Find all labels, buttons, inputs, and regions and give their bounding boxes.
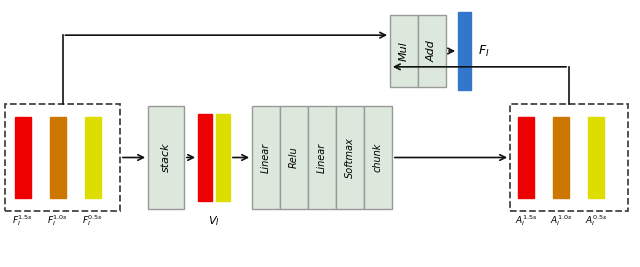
Bar xyxy=(588,117,604,198)
Text: $F_I^{0.5s}$: $F_I^{0.5s}$ xyxy=(83,214,104,229)
Bar xyxy=(364,106,392,209)
Bar xyxy=(15,117,31,198)
Bar xyxy=(418,15,446,87)
Bar xyxy=(510,104,628,211)
Text: $A_I^{0.5s}$: $A_I^{0.5s}$ xyxy=(585,214,607,229)
Bar xyxy=(308,106,336,209)
Bar xyxy=(553,117,569,198)
Bar xyxy=(148,106,184,209)
Text: Relu: Relu xyxy=(289,147,299,168)
Text: $A_I^{1.0s}$: $A_I^{1.0s}$ xyxy=(550,214,572,229)
Text: Linear: Linear xyxy=(317,142,327,173)
Bar xyxy=(336,106,364,209)
Text: Add: Add xyxy=(427,40,437,62)
Bar xyxy=(216,114,230,201)
Text: $V_I$: $V_I$ xyxy=(208,214,220,228)
Bar xyxy=(5,104,120,211)
Text: Softmax: Softmax xyxy=(345,137,355,178)
Bar xyxy=(518,117,534,198)
Text: Mul: Mul xyxy=(399,41,409,61)
Bar xyxy=(85,117,101,198)
Text: stack: stack xyxy=(161,143,171,172)
Bar xyxy=(198,114,212,201)
Text: chunk: chunk xyxy=(373,143,383,172)
Text: $A_I^{1.5s}$: $A_I^{1.5s}$ xyxy=(515,214,537,229)
Text: Linear: Linear xyxy=(261,142,271,173)
Text: $F_I^{1.5s}$: $F_I^{1.5s}$ xyxy=(12,214,33,229)
Bar xyxy=(458,12,471,90)
Text: $F_I$: $F_I$ xyxy=(478,44,490,58)
Text: $F_I^{1.0s}$: $F_I^{1.0s}$ xyxy=(47,214,68,229)
Bar xyxy=(50,117,66,198)
Bar xyxy=(390,15,418,87)
Bar xyxy=(280,106,308,209)
Bar xyxy=(252,106,280,209)
